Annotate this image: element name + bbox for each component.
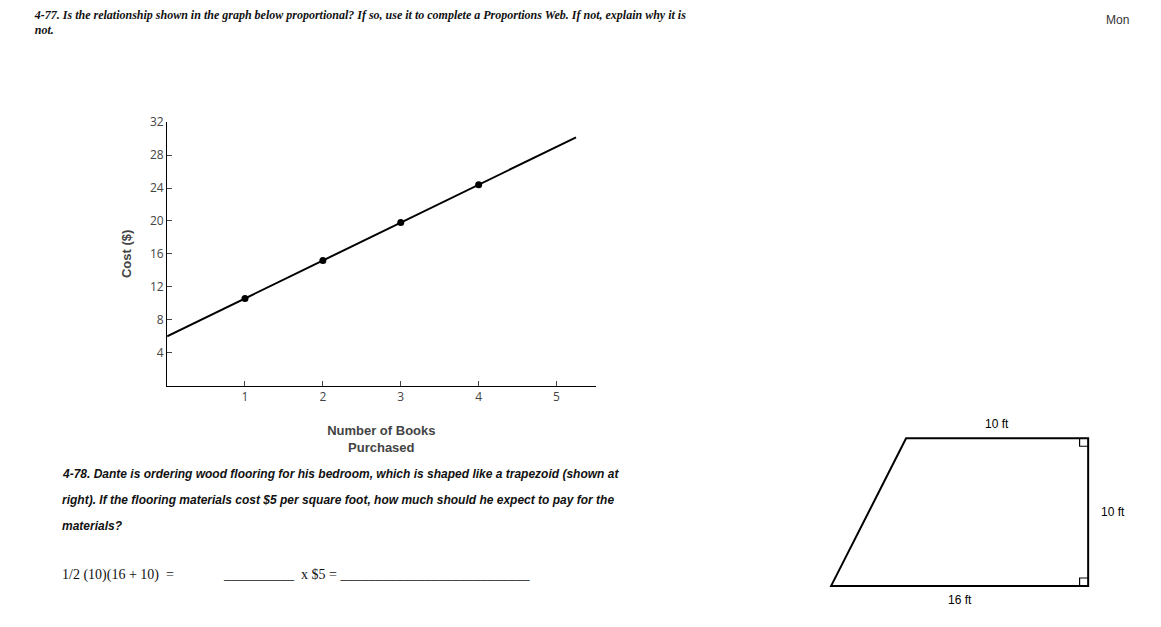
svg-text:Mon: Mon <box>1106 13 1129 27</box>
svg-text:__________ x $5 = ___________: __________ x $5 = ______________________… <box>223 567 530 582</box>
svg-text:1: 1 <box>242 388 249 405</box>
svg-text:Number of BooksPurchased: Number of BooksPurchased <box>327 423 435 455</box>
svg-text:materials?: materials? <box>62 519 123 533</box>
svg-text:16: 16 <box>150 245 164 262</box>
svg-text:2: 2 <box>319 388 326 405</box>
svg-text:16 ft: 16 ft <box>948 593 972 607</box>
svg-text:1/2 (10)(16 + 10) =: 1/2 (10)(16 + 10) = <box>62 567 174 583</box>
svg-text:8: 8 <box>157 311 164 328</box>
svg-text:12: 12 <box>150 278 164 295</box>
svg-text:10 ft: 10 ft <box>1101 505 1125 519</box>
svg-text:Cost ($): Cost ($) <box>119 230 134 278</box>
svg-text:3: 3 <box>397 388 404 405</box>
svg-text:4: 4 <box>157 344 164 361</box>
svg-text:5: 5 <box>553 388 560 405</box>
svg-text:4-77. Is the relationship show: 4-77. Is the relationship shown in the g… <box>34 8 686 38</box>
svg-text:right). If the flooring materi: right). If the flooring materials cost $… <box>62 493 614 507</box>
svg-text:10 ft: 10 ft <box>985 417 1009 431</box>
svg-text:4-78. Dante is ordering wood f: 4-78. Dante is ordering wood flooring fo… <box>62 467 619 481</box>
svg-text:4: 4 <box>475 388 482 405</box>
svg-text:24: 24 <box>150 179 164 196</box>
svg-text:20: 20 <box>150 212 164 229</box>
svg-text:32: 32 <box>150 113 164 130</box>
svg-text:28: 28 <box>150 146 164 163</box>
